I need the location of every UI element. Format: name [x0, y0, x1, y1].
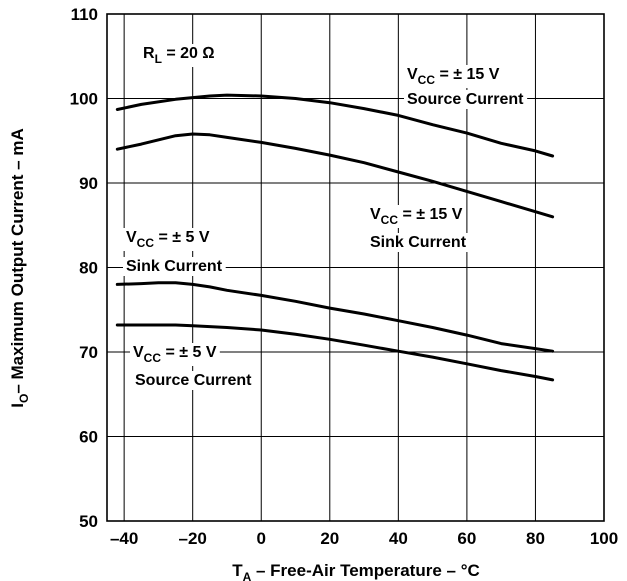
y-axis-label: IO– Maximum Output Current – mA: [8, 128, 31, 408]
y-tick-label: 50: [79, 512, 98, 531]
tick-labels: –40 –20 0 20 40 60 80 100 50 60 70 80 90 100 110: [70, 5, 619, 548]
y-tick-label: 110: [71, 5, 98, 24]
annotation-vcc5-sink-line2: Sink Current: [126, 258, 223, 275]
annotation-background: [404, 90, 528, 109]
annotation-vcc5-source-line2: Source Current: [135, 372, 252, 389]
annotation-vcc5-sink-line1: VCC = ± 5 V: [126, 229, 210, 250]
annotation-background: [367, 205, 466, 228]
annotation-vcc15-sink-line2: Sink Current: [370, 234, 467, 251]
x-tick-label: 0: [257, 529, 266, 548]
x-tick-label: 20: [320, 529, 339, 548]
annotation-background: [140, 44, 218, 67]
series-line-3: [115, 281, 555, 353]
annotation-background: [132, 371, 256, 390]
annotation-background: [367, 233, 470, 252]
x-tick-label: 80: [526, 529, 545, 548]
x-tick-label: 40: [389, 529, 408, 548]
annotation-background: [404, 65, 503, 88]
x-tick-label: –40: [110, 529, 138, 548]
condition-label: RL = 20 Ω: [143, 45, 215, 66]
x-tick-label: –20: [179, 529, 207, 548]
y-tick-label: 100: [70, 90, 98, 109]
series-line-1: [115, 93, 555, 158]
series-line-4: [115, 323, 555, 382]
annotation-background: [123, 228, 213, 251]
annotation-background: [123, 257, 226, 276]
annotation-vcc15-source-line1: VCC = ± 15 V: [407, 66, 500, 87]
annotation-background: [130, 343, 220, 366]
annotation-vcc15-source-line2: Source Current: [407, 91, 524, 108]
x-tick-label: 60: [457, 529, 476, 548]
annotation-vcc5-source-line1: VCC = ± 5 V: [133, 344, 217, 365]
y-tick-label: 90: [79, 174, 98, 193]
y-tick-label: 60: [79, 428, 98, 447]
plot-frame: [106, 13, 605, 522]
annotation-vcc15-sink-line1: VCC = ± 15 V: [370, 206, 463, 227]
series-line-2: [115, 132, 555, 219]
x-axis-label: TA – Free-Air Temperature – °C: [232, 561, 480, 581]
curves: [115, 93, 555, 382]
y-tick-label: 80: [79, 259, 98, 278]
x-tick-label: 100: [590, 529, 618, 548]
y-tick-label: 70: [79, 343, 98, 362]
annotation-backgrounds: [123, 44, 528, 390]
